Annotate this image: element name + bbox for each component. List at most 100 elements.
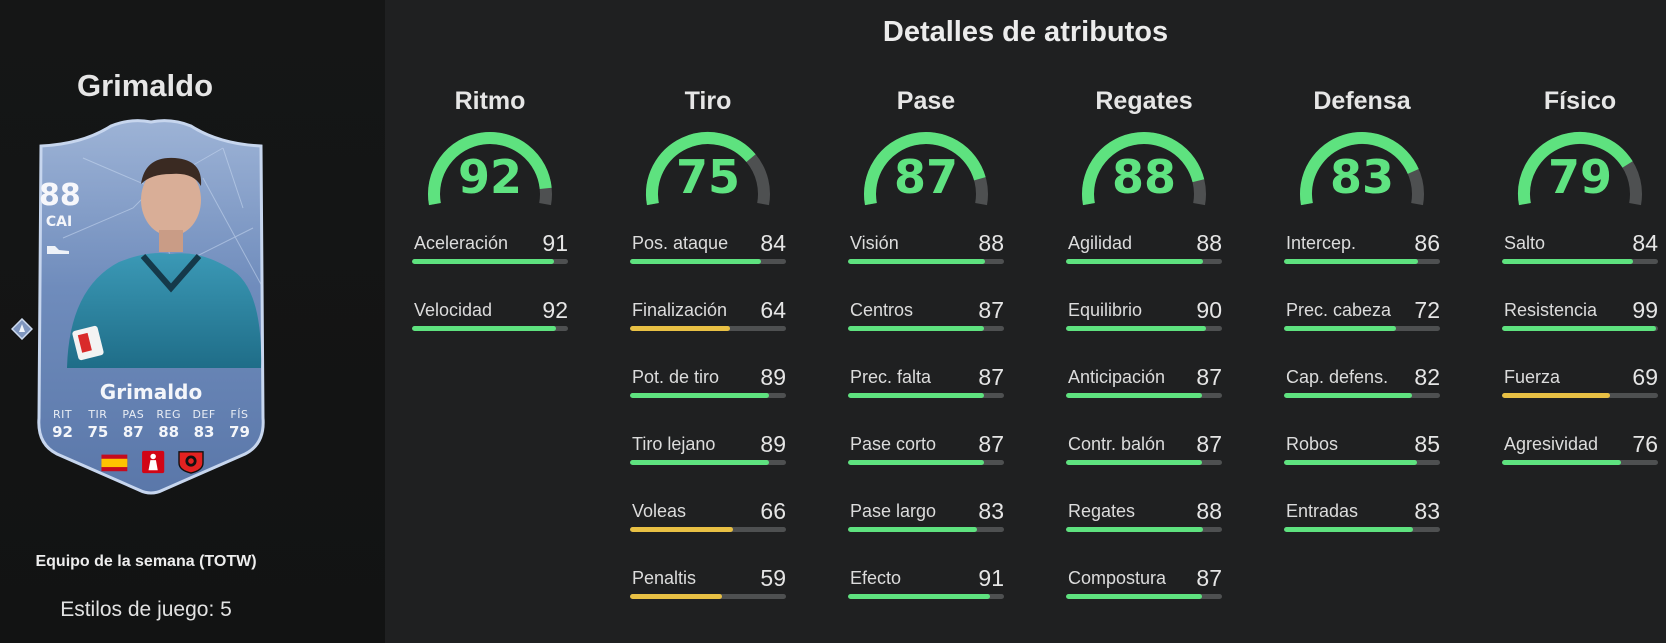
category-gauge: 79 xyxy=(1500,128,1660,212)
attribute-bar-fill xyxy=(848,393,984,398)
card-stat: RIT 92 xyxy=(46,408,79,441)
card-stat-value: 83 xyxy=(193,423,215,441)
attribute-row: Entradas 83 xyxy=(1284,498,1440,542)
attribute-value: 84 xyxy=(1632,230,1658,256)
attribute-row: Pos. ataque 84 xyxy=(630,230,786,274)
attribute-value: 83 xyxy=(1414,498,1440,524)
category-value: 75 xyxy=(675,150,740,204)
attribute-label: Finalización xyxy=(632,300,728,320)
attribute-bar xyxy=(412,326,568,331)
card-stat-label: DEF xyxy=(192,408,216,421)
attribute-bar xyxy=(1284,326,1440,331)
attribute-value: 88 xyxy=(1196,498,1222,524)
attribute-bar xyxy=(1066,393,1222,398)
player-card[interactable]: 88 CAI Grimaldo RIT 92 TIR 75 PAS 87 REG… xyxy=(11,118,279,498)
player-panel: Grimaldo xyxy=(0,0,385,643)
card-stat-label: PAS xyxy=(122,408,145,421)
attribute-label: Pase largo xyxy=(850,501,937,521)
category-name: Pase xyxy=(896,87,956,115)
attribute-row: Salto 84 xyxy=(1502,230,1658,274)
attribute-value: 89 xyxy=(760,364,786,390)
attribute-value: 66 xyxy=(760,498,786,524)
attribute-bar-fill xyxy=(1066,460,1202,465)
attribute-label: Pos. ataque xyxy=(632,233,729,253)
attribute-bar xyxy=(630,326,786,331)
gauge-fill xyxy=(1518,132,1633,206)
category-gauge: 87 xyxy=(846,128,1006,212)
gauge-fill xyxy=(428,132,552,206)
attribute-bar-fill xyxy=(630,259,762,264)
attribute-label: Salto xyxy=(1504,233,1546,253)
attribute-value: 88 xyxy=(978,230,1004,256)
category-1: Tiro 75 xyxy=(628,84,788,212)
attribute-row: Pase largo 83 xyxy=(848,498,1004,542)
attribute-row: Anticipación 87 xyxy=(1066,364,1222,408)
attribute-bar xyxy=(1284,460,1440,465)
attribute-row: Tiro lejano 89 xyxy=(630,431,786,475)
card-stat-value: 92 xyxy=(52,423,73,441)
attribute-label: Centros xyxy=(850,300,914,320)
attribute-bar xyxy=(848,259,1004,264)
category-0: Ritmo 92 xyxy=(410,84,570,212)
card-position: CAI xyxy=(45,214,73,230)
attribute-row: Centros 87 xyxy=(848,297,1004,341)
attribute-bar xyxy=(1066,594,1222,599)
card-stat-label: REG xyxy=(156,408,181,421)
attribute-row: Agresividad 76 xyxy=(1502,431,1658,475)
attribute-bar-fill xyxy=(1066,527,1204,532)
attribute-label: Aceleración xyxy=(414,233,509,253)
attribute-row: Contr. balón 87 xyxy=(1066,431,1222,475)
attribute-bar-fill xyxy=(848,460,984,465)
attribute-value: 87 xyxy=(978,431,1004,457)
card-stat-value: 88 xyxy=(158,423,180,441)
attribute-value: 83 xyxy=(978,498,1004,524)
card-stats: RIT 92 TIR 75 PAS 87 REG 88 DEF 83 FÍS 7… xyxy=(46,408,256,441)
attribute-bar-fill xyxy=(848,527,978,532)
attribute-bar-fill xyxy=(630,527,733,532)
attribute-bar xyxy=(630,527,786,532)
attribute-bar xyxy=(848,460,1004,465)
attribute-bar-fill xyxy=(1284,527,1414,532)
card-stat-label: FÍS xyxy=(230,408,249,421)
attribute-row: Aceleración 91 xyxy=(412,230,568,274)
card-badges xyxy=(101,450,204,474)
category-2: Pase 87 xyxy=(846,84,1006,212)
attribute-label: Compostura xyxy=(1068,568,1167,588)
attribute-label: Prec. falta xyxy=(850,367,932,387)
attribute-label: Intercep. xyxy=(1286,233,1357,253)
attribute-label: Anticipación xyxy=(1068,367,1166,387)
card-stat-label: RIT xyxy=(52,408,73,421)
category-gauge: 83 xyxy=(1282,128,1442,212)
attribute-value: 82 xyxy=(1414,364,1440,390)
leverkusen-crest-icon xyxy=(178,451,204,474)
attribute-bar xyxy=(1066,527,1222,532)
attribute-bar xyxy=(630,594,786,599)
attribute-value: 72 xyxy=(1414,297,1440,323)
gauge-fill xyxy=(1300,132,1419,206)
attribute-label: Velocidad xyxy=(414,300,493,320)
attribute-row: Velocidad 92 xyxy=(412,297,568,341)
attribute-bar-fill xyxy=(1284,326,1397,331)
attribute-bar xyxy=(412,259,568,264)
attribute-label: Tiro lejano xyxy=(632,434,716,454)
attribute-value: 88 xyxy=(1196,230,1222,256)
card-stat-value: 87 xyxy=(122,423,144,441)
attribute-row: Intercep. 86 xyxy=(1284,230,1440,274)
category-name: Regates xyxy=(1095,87,1193,115)
attribute-label: Agilidad xyxy=(1068,233,1133,253)
attribute-bar xyxy=(848,594,1004,599)
category-name: Físico xyxy=(1543,87,1617,115)
attribute-row: Pot. de tiro 89 xyxy=(630,364,786,408)
category-value: 92 xyxy=(457,150,522,204)
attribute-row: Visión 88 xyxy=(848,230,1004,274)
attribute-value: 59 xyxy=(760,565,786,591)
attribute-row: Finalización 64 xyxy=(630,297,786,341)
attribute-bar-fill xyxy=(412,259,554,264)
card-rating: 88 xyxy=(39,178,81,213)
attribute-label: Voleas xyxy=(632,501,687,521)
card-player-name: Grimaldo xyxy=(99,380,203,404)
category-name: Defensa xyxy=(1313,87,1411,115)
attribute-label: Robos xyxy=(1286,434,1339,454)
attribute-bar-fill xyxy=(1066,259,1204,264)
category-gauge: 88 xyxy=(1064,128,1224,212)
